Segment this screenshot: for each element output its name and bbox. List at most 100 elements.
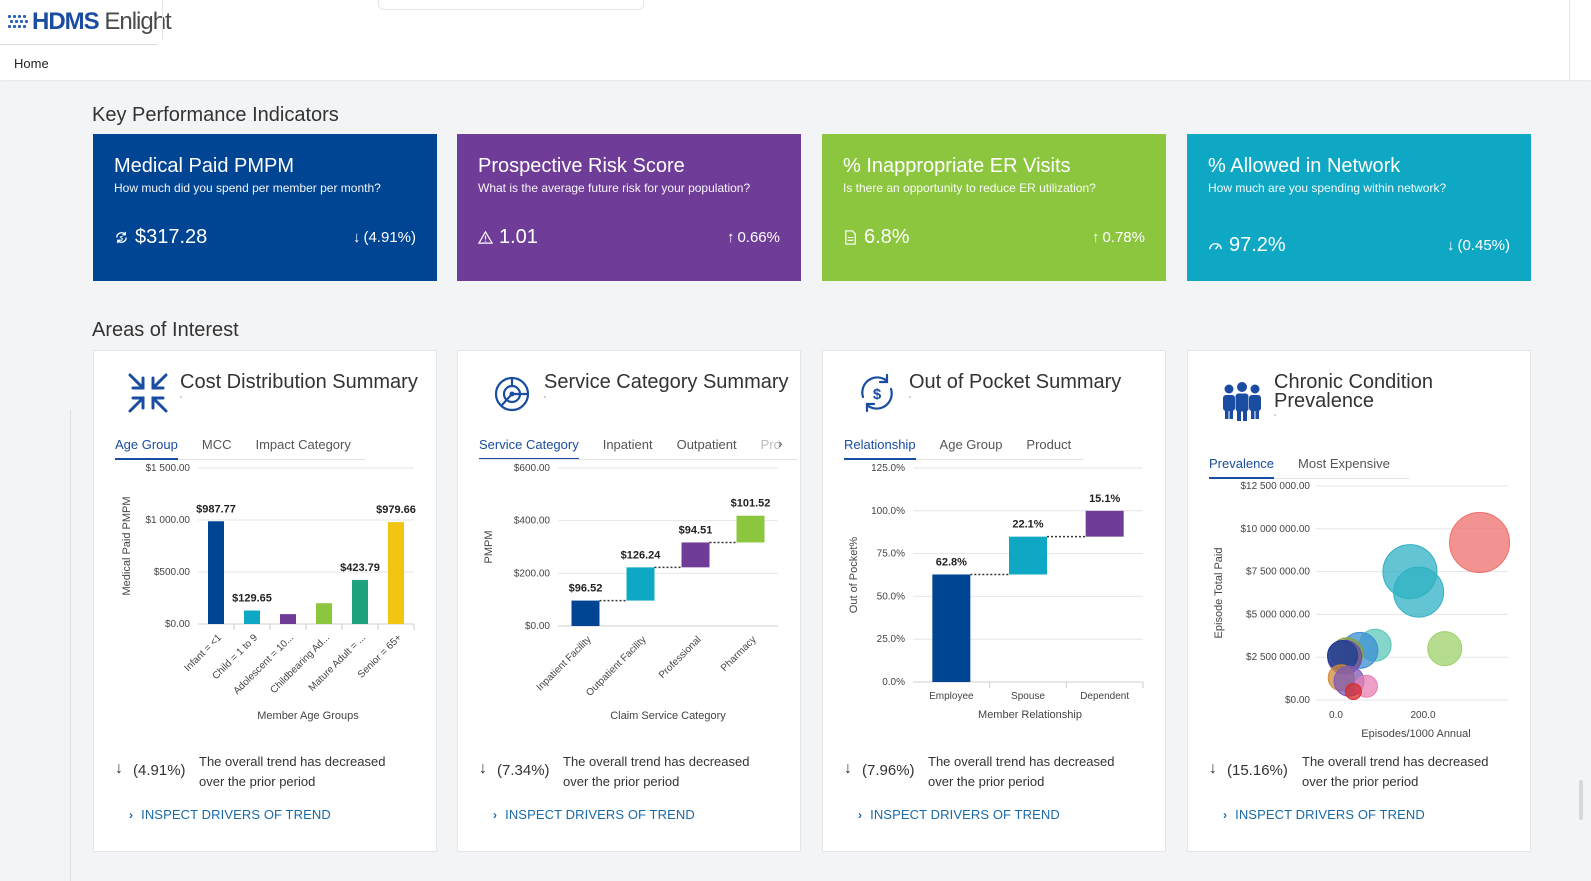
logo-enlight-text: Enlight	[104, 8, 171, 35]
app-logo[interactable]: HDMS Enlight	[8, 6, 172, 38]
x-tick-label: Spouse	[1011, 691, 1045, 702]
y-tick-label: 100.0%	[871, 506, 905, 517]
tab-most-expensive[interactable]: Most Expensive	[1298, 456, 1390, 471]
tab-relationship[interactable]: Relationship	[844, 437, 916, 460]
bubble	[1449, 511, 1511, 573]
breadcrumb-home[interactable]: Home	[14, 56, 49, 71]
tab-inpatient[interactable]: Inpatient	[602, 437, 653, 452]
trend-change: (4.91%)	[133, 762, 186, 779]
y-axis-label: Out of Pocket%	[848, 537, 860, 614]
inspect-drivers-link[interactable]: › INSPECT DRIVERS OF TREND	[493, 807, 695, 822]
trend-change: (7.96%)	[862, 762, 915, 779]
chevron-right-icon: ›	[1223, 807, 1228, 822]
arrow-up-icon: ↑	[726, 229, 735, 246]
data-label: $987.77	[196, 503, 236, 515]
x-axis-label: Episodes/1000 Annual	[1361, 728, 1470, 740]
kpi-tile-allowed-network[interactable]: % Allowed in Network How much are you sp…	[1187, 134, 1531, 281]
data-label: 62.8%	[936, 556, 967, 568]
y-tick-label: $0.00	[525, 621, 550, 632]
bar-professional	[681, 542, 710, 568]
card-cost-distribution: Cost Distribution Summary ' Age Group MC…	[93, 350, 437, 852]
trend-summary: ↓ (15.16%) The overall trend has decreas…	[1209, 751, 1519, 795]
tab-service-category[interactable]: Service Category	[479, 437, 579, 459]
warning-triangle-icon	[478, 230, 493, 244]
bar-outpatient-facility	[626, 567, 655, 601]
chevron-right-icon[interactable]: ›	[778, 435, 783, 451]
logo-vertical-divider	[162, 0, 163, 40]
inspect-drivers-link[interactable]: › INSPECT DRIVERS OF TREND	[129, 807, 331, 822]
money-cycle-icon: $	[116, 231, 127, 244]
data-label: $423.79	[340, 562, 380, 574]
compress-arrows-icon	[128, 373, 168, 413]
logo-hdms-text: HDMS	[32, 8, 100, 35]
kpi-title: Prospective Risk Score	[478, 155, 685, 177]
y-tick-label: 25.0%	[877, 634, 905, 645]
top-bar: HDMS Enlight Home	[0, 0, 1591, 80]
card-title: Out of Pocket Summary	[909, 371, 1122, 393]
kpi-value: 6.8%	[864, 226, 910, 248]
search-bar[interactable]	[378, 0, 644, 10]
y-tick-label: $0.00	[1285, 695, 1310, 706]
bubble	[1393, 566, 1445, 618]
y-tick-label: $200.00	[514, 568, 551, 579]
tab-impact-category[interactable]: Impact Category	[255, 437, 351, 452]
y-tick-label: 50.0%	[877, 591, 905, 602]
kpi-subtitle: How much are you spending within network…	[1208, 181, 1447, 195]
y-tick-label: $0.00	[165, 619, 190, 630]
data-label: $101.52	[731, 498, 771, 510]
kpi-subtitle: What is the average future risk for your…	[478, 181, 751, 195]
trend-text: The overall trend has decreased over the…	[563, 754, 750, 789]
card-out-of-pocket: $ Out of Pocket Summary ' Relationship A…	[822, 350, 1166, 852]
kpi-title: % Inappropriate ER Visits	[843, 155, 1071, 177]
tab-product[interactable]: Product	[1026, 437, 1072, 452]
card-title: Service Category Summary	[544, 371, 789, 393]
target-chart-icon	[494, 376, 530, 412]
card-title-tick: '	[544, 395, 546, 406]
inspect-label: INSPECT DRIVERS OF TREND	[141, 807, 331, 822]
kpi-tile-medical-paid[interactable]: Medical Paid PMPM How much did you spend…	[93, 134, 437, 281]
bar-child-1-to-9	[244, 610, 260, 624]
x-axis-label: Member Age Groups	[257, 710, 359, 722]
kpi-value: $317.28	[135, 226, 208, 248]
kpi-title: % Allowed in Network	[1208, 155, 1401, 177]
inspect-drivers-link[interactable]: › INSPECT DRIVERS OF TREND	[1223, 807, 1425, 822]
data-label: $94.51	[679, 524, 713, 536]
tab-professional[interactable]: Pro	[760, 437, 781, 452]
svg-text:$: $	[120, 235, 124, 242]
y-tick-label: $1 500.00	[146, 463, 191, 474]
y-tick-label: 75.0%	[877, 549, 905, 560]
arrow-down-icon: ↓	[115, 760, 123, 777]
arrow-down-icon: ↓	[1209, 760, 1217, 777]
trend-text: The overall trend has decreased over the…	[928, 754, 1115, 789]
data-label: $979.66	[376, 504, 416, 516]
bar-senior-65	[388, 522, 404, 624]
logo-dots-icon	[8, 13, 30, 31]
top-scroll-gutter	[1569, 0, 1591, 80]
scrollbar-thumb[interactable]	[1579, 780, 1583, 820]
bar-infant-1	[208, 521, 224, 624]
tab-outpatient[interactable]: Outpatient	[676, 437, 737, 452]
bar-adolescent-10	[280, 614, 296, 624]
y-axis-label: Episode Total Paid	[1213, 548, 1225, 639]
tab-age-group[interactable]: Age Group	[939, 437, 1003, 452]
kpi-tile-risk-score[interactable]: Prospective Risk Score What is the avera…	[457, 134, 801, 281]
svg-text:$: $	[873, 386, 882, 403]
y-tick-label: $400.00	[514, 516, 551, 527]
inspect-label: INSPECT DRIVERS OF TREND	[870, 807, 1060, 822]
kpi-title: Medical Paid PMPM	[114, 155, 295, 177]
tab-age-group[interactable]: Age Group	[115, 437, 178, 460]
tab-prevalence[interactable]: Prevalence	[1209, 456, 1275, 479]
inspect-drivers-link[interactable]: › INSPECT DRIVERS OF TREND	[858, 807, 1060, 822]
tab-mcc[interactable]: MCC	[201, 437, 232, 452]
data-label: $129.65	[232, 593, 272, 605]
x-tick-label: 0.0	[1329, 710, 1343, 721]
x-tick-label: Professional	[657, 634, 704, 681]
chronic-condition-chart: $0.00 $2 500 000.00 $5 000 000.00 $7 500 00…	[1213, 481, 1511, 740]
inspect-label: INSPECT DRIVERS OF TREND	[1235, 807, 1425, 822]
people-group-icon	[1223, 382, 1261, 421]
trend-change: (7.34%)	[497, 762, 550, 779]
card-chronic-condition: Chronic Condition Prevalence ' Prevalenc…	[1187, 350, 1531, 852]
kpi-subtitle: Is there an opportunity to reduce ER uti…	[843, 181, 1096, 195]
kpi-tile-er-visits[interactable]: % Inappropriate ER Visits Is there an op…	[822, 134, 1166, 281]
kpi-section-title: Key Performance Indicators	[92, 104, 339, 126]
